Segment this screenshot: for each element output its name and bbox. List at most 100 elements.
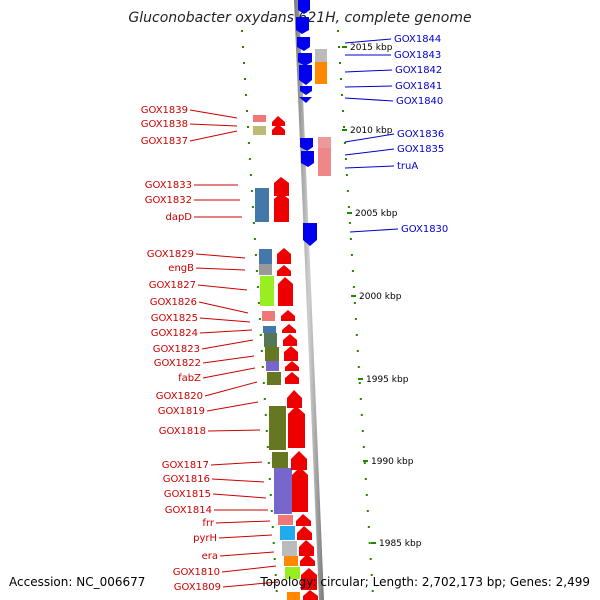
- scale-ticks: [241, 30, 374, 592]
- leader-line: [344, 133, 395, 143]
- gene-label-reverse: GOX1830: [401, 224, 448, 235]
- scale-tick: [273, 558, 276, 560]
- gene-label-forward: GOX1826: [150, 297, 197, 308]
- scale-label: 2010 kbp: [350, 126, 393, 136]
- leader-line: [199, 329, 253, 334]
- gene-label-forward: pyrH: [193, 533, 217, 544]
- gene-label-reverse: GOX1841: [395, 81, 442, 92]
- feature-box: [259, 249, 272, 264]
- scale-tick: [244, 78, 246, 80]
- scale-tick: [370, 574, 373, 576]
- gene-arrow-forward: [284, 346, 298, 361]
- scale-tick: [369, 558, 372, 560]
- scale-tick: [245, 94, 247, 96]
- leader-line: [218, 534, 273, 539]
- scale-tick: [264, 414, 267, 416]
- scale-tick: [247, 126, 249, 128]
- scale-tick: [347, 206, 350, 208]
- gene-label-forward: fabZ: [178, 373, 201, 384]
- scale-tick: [246, 110, 248, 112]
- leader-line: [221, 565, 277, 573]
- leader-line: [207, 429, 261, 432]
- scale-tick: [269, 494, 272, 496]
- gene-arrow-forward: [278, 277, 293, 306]
- leader-line: [344, 165, 395, 169]
- scale-tick: [354, 318, 357, 320]
- feature-box: [318, 148, 331, 176]
- leader-line: [202, 367, 256, 379]
- scale-tick: [242, 46, 244, 48]
- scale-label: 2005 kbp: [355, 209, 398, 219]
- leader-line: [202, 355, 255, 364]
- gene-arrow-reverse: [298, 0, 310, 14]
- scale-label: 2015 kbp: [350, 43, 393, 53]
- gene-label-forward: GOX1838: [141, 119, 188, 130]
- gene-arrow-forward: [300, 554, 315, 566]
- scale-tick: [337, 30, 339, 32]
- feature-box: [263, 326, 276, 333]
- scale-tick: [356, 350, 359, 352]
- gene-label-forward: GOX1827: [149, 280, 196, 291]
- feature-box: [284, 556, 298, 566]
- gene-arrow-forward: [291, 451, 307, 470]
- gene-label-reverse: truA: [397, 161, 418, 172]
- topology-label: Topology: circular; Length: 2,702,173 bp…: [260, 575, 590, 589]
- scale-tick: [366, 510, 369, 512]
- scale-label: 1985 kbp: [379, 539, 422, 549]
- gene-arrow-forward: [287, 390, 302, 408]
- scale-tick: [253, 238, 256, 240]
- leader-line: [344, 97, 394, 102]
- leader-line: [344, 69, 393, 73]
- leader-line: [344, 38, 392, 44]
- leader-line: [195, 253, 246, 259]
- gene-label-forward: GOX1822: [154, 358, 201, 369]
- scale-tick: [263, 398, 266, 400]
- scale-tick: [365, 494, 368, 496]
- scale-tick: [268, 478, 271, 480]
- genome-backbone: [294, 0, 324, 600]
- scale-tick: [355, 334, 358, 336]
- scale-tick: [272, 542, 275, 544]
- gene-label-forward: GOX1809: [174, 582, 221, 593]
- leader-line: [210, 461, 263, 466]
- gene-arrow-reverse: [298, 53, 312, 66]
- scale-tick: [262, 382, 265, 384]
- scale-tick: [271, 526, 274, 528]
- scale-tick: [266, 446, 269, 448]
- gene-arrow-forward: [285, 372, 299, 384]
- scale-tick: [249, 174, 252, 176]
- forward-strand-arrows[interactable]: [272, 116, 318, 600]
- feature-box: [255, 188, 269, 222]
- feature-box: [280, 526, 295, 540]
- scale-tick: [274, 574, 277, 576]
- gene-arrow-forward: [282, 324, 296, 333]
- scale-tick: [357, 366, 360, 368]
- scale-tick: [340, 78, 342, 80]
- leader-line: [215, 520, 271, 524]
- gene-label-forward: frr: [202, 518, 214, 529]
- gene-label-forward: GOX1817: [162, 460, 209, 471]
- gene-label-forward: GOX1814: [165, 505, 212, 516]
- gene-label-reverse: GOX1844: [394, 34, 441, 45]
- gene-arrow-forward: [283, 334, 297, 346]
- scale-tick: [261, 366, 264, 368]
- leader-line: [206, 401, 259, 412]
- gene-arrow-forward: [297, 526, 312, 540]
- scale-tick: [364, 478, 367, 480]
- gene-label-reverse: GOX1840: [396, 96, 443, 107]
- gene-arrow-forward: [301, 568, 317, 590]
- gene-arrow-forward: [281, 310, 295, 321]
- scale-tick: [342, 110, 344, 112]
- scale-tick: [265, 430, 268, 432]
- leader-line: [344, 148, 395, 156]
- gene-arrow-forward: [288, 406, 305, 448]
- reverse-strand-arrows[interactable]: [296, 0, 317, 246]
- gene-arrow-forward: [277, 265, 291, 276]
- gene-label-forward: GOX1820: [156, 391, 203, 402]
- gene-arrow-forward: [303, 590, 318, 600]
- scale-label: 2000 kbp: [359, 292, 402, 302]
- gene-label-forward: GOX1810: [173, 567, 220, 578]
- gene-arrow-forward: [292, 467, 308, 512]
- gene-label-forward: era: [202, 551, 218, 562]
